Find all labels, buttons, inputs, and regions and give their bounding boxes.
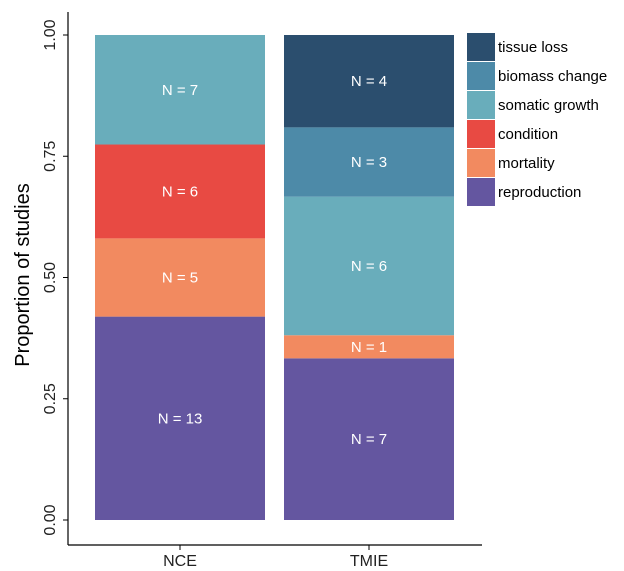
x-axis: NCE TMIE — [68, 544, 482, 570]
bar-segment — [284, 127, 454, 197]
bar-segment — [284, 358, 454, 520]
y-tick-label: 0.00 — [42, 504, 59, 535]
bar-segment — [95, 316, 265, 520]
bar-count-label: N = 6 — [351, 258, 387, 275]
legend-swatch — [467, 120, 495, 148]
bar-count-label: N = 4 — [351, 73, 387, 90]
legend-swatch — [467, 91, 495, 119]
y-axis-label: Proportion of studies — [12, 183, 34, 366]
legend-swatch — [467, 149, 495, 177]
legend-label: mortality — [498, 155, 555, 172]
y-tick-label: 0.50 — [42, 262, 59, 293]
bar-segment — [284, 35, 454, 128]
bar-count-label: N = 7 — [162, 82, 198, 99]
bar-count-label: N = 6 — [162, 183, 198, 200]
legend-label: biomass change — [498, 68, 607, 85]
legend-label: tissue loss — [498, 39, 568, 56]
legend-swatch — [467, 33, 495, 61]
y-tick-label: 1.00 — [42, 19, 59, 50]
bar-segment — [95, 144, 265, 239]
y-tick-label: 0.25 — [42, 383, 59, 414]
bar-segment — [95, 238, 265, 317]
bar-count-label: N = 7 — [351, 431, 387, 448]
bar-segment — [95, 35, 265, 145]
bar-count-label: N = 5 — [162, 270, 198, 287]
legend-swatch — [467, 178, 495, 206]
y-tick-label: 0.75 — [42, 141, 59, 172]
y-axis: 0.00 0.25 0.50 0.75 1.00 — [42, 12, 69, 545]
bar-count-label: N = 3 — [351, 154, 387, 171]
x-tick-label: NCE — [163, 553, 197, 570]
bar-segment — [284, 335, 454, 359]
legend: tissue loss biomass change somatic growth c… — [467, 33, 607, 206]
legend-label: condition — [498, 126, 558, 143]
legend-swatch — [467, 62, 495, 90]
legend-label: somatic growth — [498, 97, 599, 114]
x-tick-label: TMIE — [350, 553, 388, 570]
bar-segment — [284, 196, 454, 336]
bar-count-label: N = 1 — [351, 339, 387, 356]
legend-label: reproduction — [498, 184, 581, 201]
plot-area: N = 13 N = 5 N = 6 N = 7 N = 7 N = 1 N = 6 N = … — [95, 35, 454, 520]
bar-count-label: N = 13 — [158, 410, 203, 427]
